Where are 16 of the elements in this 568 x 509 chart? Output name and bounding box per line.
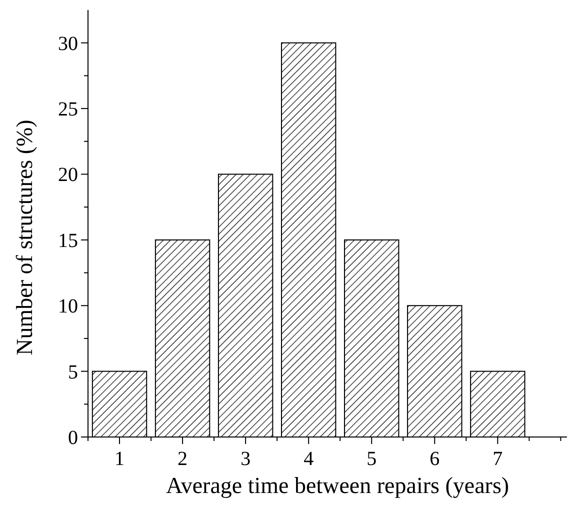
y-tick-label: 0 [68,427,78,449]
x-tick-label: 7 [492,448,503,470]
y-tick-label: 30 [58,32,78,55]
y-tick-label: 10 [58,296,78,318]
x-tick-label: 5 [366,448,377,470]
y-axis-title: Number of structures (%) [12,120,37,356]
x-tick-label: 4 [304,448,314,470]
x-tick-label: 3 [240,448,251,470]
x-axis-title: Average time between repairs (years) [166,473,510,498]
y-tick-label: 15 [58,230,78,252]
y-tick-label: 25 [58,98,78,121]
y-tick-label: 5 [68,361,78,384]
x-tick-label: 1 [114,448,125,470]
x-tick-label: 2 [178,448,188,470]
x-tick-label: 6 [430,448,440,470]
y-tick-label: 20 [58,164,78,186]
